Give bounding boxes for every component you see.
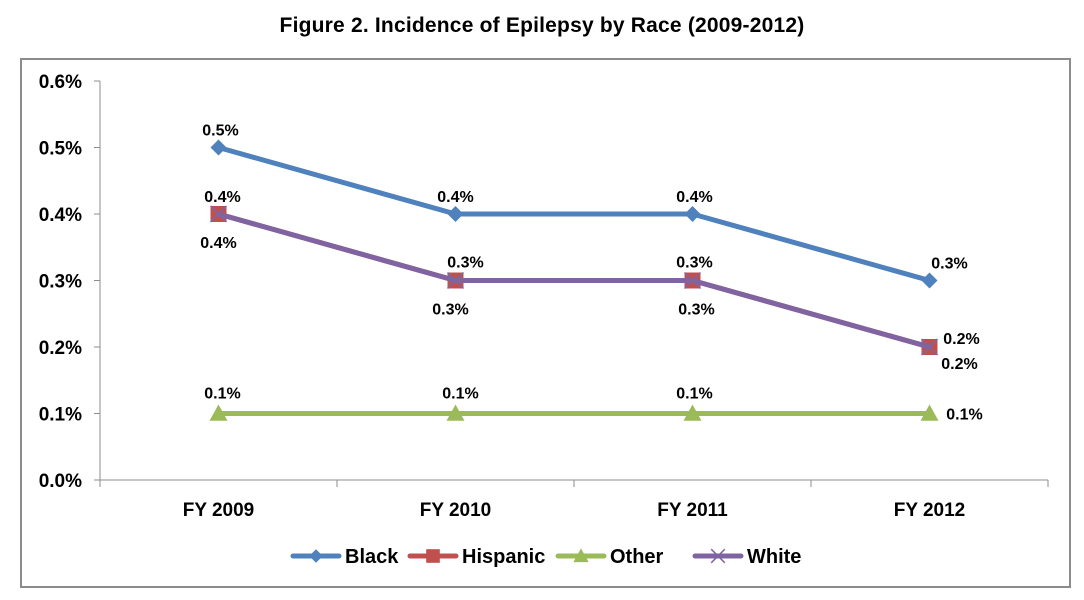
data-label-hispanic: 0.2% <box>943 331 979 348</box>
data-label-other: 0.1% <box>204 386 240 403</box>
marker-black <box>447 206 464 222</box>
y-tick-label: 0.0% <box>39 471 82 492</box>
marker-other <box>683 404 702 421</box>
data-label-black: 0.5% <box>202 123 238 140</box>
data-label-white: 0.2% <box>941 356 977 373</box>
legend: Black Hispanic Other White <box>290 546 801 568</box>
legend-item-white: White <box>692 546 801 568</box>
x-tick-label: FY 2010 <box>420 500 491 521</box>
x-tick-label: FY 2012 <box>894 500 965 521</box>
data-label-black: 0.4% <box>676 189 712 206</box>
legend-item-black: Black <box>290 546 399 568</box>
data-label-other: 0.1% <box>946 407 982 424</box>
marker-other <box>920 404 939 421</box>
marker-white <box>446 271 465 290</box>
marker-x-stroke <box>920 338 939 356</box>
chart-frame <box>20 58 1071 588</box>
data-label-black: 0.4% <box>437 189 473 206</box>
data-label-white: 0.3% <box>432 302 468 319</box>
legend-item-hispanic: Hispanic <box>407 546 545 568</box>
data-label-white: 0.3% <box>678 302 714 319</box>
y-tick-label: 0.5% <box>39 139 82 160</box>
marker-black <box>921 272 938 289</box>
x-tick-label: FY 2011 <box>657 500 728 521</box>
legend-label-black: Black <box>345 546 399 568</box>
y-tick-label: 0.6% <box>39 72 82 93</box>
data-label-other: 0.1% <box>676 386 712 403</box>
data-label-hispanic: 0.3% <box>447 255 483 272</box>
marker-black <box>684 206 701 222</box>
legend-marker-hispanic <box>426 549 440 563</box>
y-tick-label: 0.2% <box>39 338 82 359</box>
marker-other <box>209 404 228 421</box>
legend-item-other: Other <box>555 546 664 568</box>
data-label-other: 0.1% <box>442 386 478 403</box>
data-label-white: 0.4% <box>200 235 236 252</box>
x-tick-label: FY 2009 <box>183 500 254 521</box>
marker-white <box>683 271 702 290</box>
marker-x-stroke <box>710 548 726 564</box>
legend-marker-other <box>573 548 589 563</box>
data-label-hispanic: 0.4% <box>204 189 240 206</box>
series-layer <box>209 139 939 421</box>
legend-label-white: White <box>747 546 801 568</box>
y-tick-label: 0.3% <box>39 272 82 293</box>
series-line-white <box>216 211 932 350</box>
legend-label-other: Other <box>610 546 664 568</box>
data-labels: 0.5% 0.4% 0.4% 0.3% 0.4% 0.3% 0.3% 0.2% 0.1% 0.1%… <box>200 123 982 424</box>
series-line-black <box>216 145 932 283</box>
marker-other <box>446 404 465 421</box>
data-label-black: 0.3% <box>931 256 967 273</box>
marker-black <box>210 139 227 156</box>
marker-x-stroke <box>446 271 465 290</box>
marker-white <box>209 205 228 223</box>
marker-x-stroke <box>683 271 702 290</box>
axes: 0.0% 0.1% 0.2% 0.3% 0.4% 0.5% 0.6% FY 2009 FY 20… <box>39 72 1049 521</box>
legend-marker-white <box>710 548 726 564</box>
y-tick-label: 0.4% <box>39 205 82 226</box>
chart-title: Figure 2. Incidence of Epilepsy by Race … <box>279 14 805 37</box>
y-tick-label: 0.1% <box>39 405 82 426</box>
data-label-hispanic: 0.3% <box>676 255 712 272</box>
marker-white <box>920 338 939 356</box>
legend-label-hispanic: Hispanic <box>462 546 545 568</box>
legend-marker-black <box>309 549 323 563</box>
marker-x-stroke <box>209 205 228 223</box>
